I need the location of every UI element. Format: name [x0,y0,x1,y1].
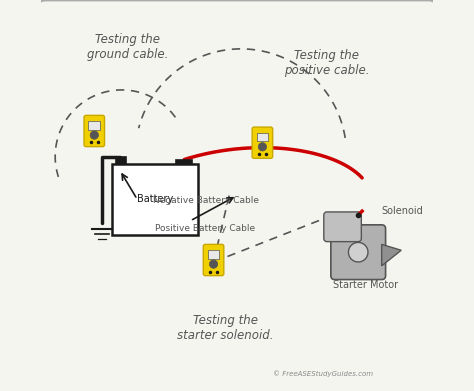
Text: Battery: Battery [137,194,173,204]
Bar [176,160,192,164]
Text: Negative Battery Cable: Negative Battery Cable [153,196,259,205]
Circle shape [258,143,266,151]
FancyBboxPatch shape [331,225,385,280]
Bar [256,133,268,142]
FancyBboxPatch shape [84,115,105,147]
Text: © FreeASEStudyGuides.com: © FreeASEStudyGuides.com [273,371,373,377]
Text: Testing the
positive cable.: Testing the positive cable. [284,48,370,77]
Bar [208,250,219,259]
FancyBboxPatch shape [324,212,361,242]
Bar [116,157,126,164]
Bar [112,164,198,235]
Text: Testing the
ground cable.: Testing the ground cable. [87,33,168,61]
FancyBboxPatch shape [37,0,437,391]
Text: Testing the
starter solenoid.: Testing the starter solenoid. [177,314,273,343]
FancyBboxPatch shape [252,127,273,158]
Circle shape [90,131,99,139]
Polygon shape [382,244,401,266]
Circle shape [210,260,218,268]
FancyBboxPatch shape [203,244,224,276]
Text: Starter Motor: Starter Motor [334,280,399,291]
Text: Solenoid: Solenoid [382,206,423,216]
Bar [89,121,100,130]
Circle shape [348,242,368,262]
Text: Positive Battery Cable: Positive Battery Cable [155,224,255,233]
